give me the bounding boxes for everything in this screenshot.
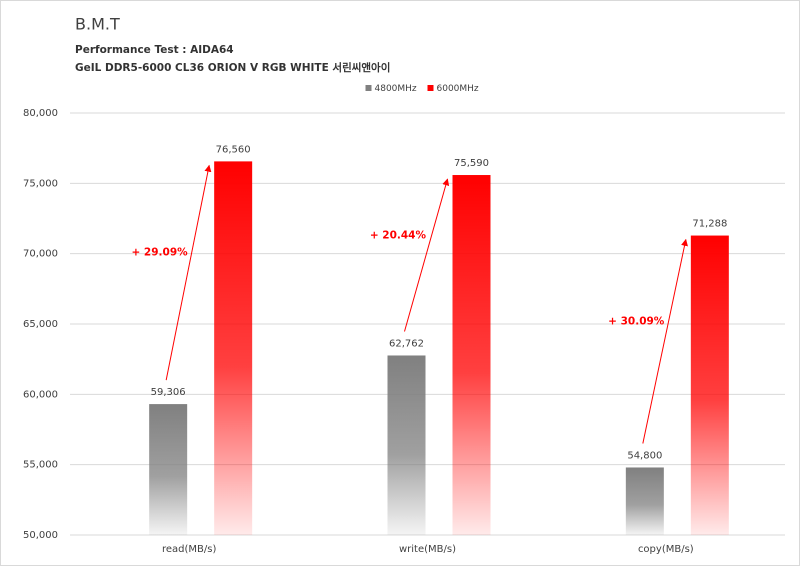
y-tick-label: 60,000 [23,389,58,400]
y-tick-label: 55,000 [23,460,58,471]
value-label: 71,288 [692,219,727,230]
bar [452,175,491,535]
bar [214,161,253,535]
bar [387,355,426,535]
product-name: GeIL DDR5-6000 CL36 ORION V RGB WHITE 서린… [75,61,390,74]
value-label: 75,590 [454,158,489,169]
bar [690,235,729,535]
chart-title: B.M.T [75,15,120,34]
growth-annotation: + 30.09% [608,316,665,328]
growth-arrow [404,178,450,332]
y-tick-label: 70,000 [23,249,58,260]
chart-subtitle: Performance Test : AIDA64 [75,44,234,56]
x-tick-label: copy(MB/s) [638,544,694,555]
value-label: 76,560 [216,144,251,155]
value-label: 59,306 [151,387,186,398]
legend-label: 4800MHz [375,84,417,94]
growth-annotation: + 29.09% [131,247,188,259]
y-tick-label: 80,000 [23,108,58,119]
legend-label: 6000MHz [437,84,479,94]
y-tick-label: 50,000 [23,530,58,541]
x-tick-label: write(MB/s) [399,544,456,555]
value-label: 54,800 [627,450,662,461]
bar [149,404,188,535]
y-tick-label: 65,000 [23,319,58,330]
growth-annotation: + 20.44% [370,229,427,241]
bar [625,467,664,535]
value-label: 62,762 [389,338,424,349]
growth-arrow [642,238,688,444]
x-tick-label: read(MB/s) [162,544,216,555]
legend-swatch [365,85,372,91]
growth-arrow [165,164,212,381]
y-tick-label: 75,000 [23,178,58,189]
legend-swatch [427,85,434,91]
